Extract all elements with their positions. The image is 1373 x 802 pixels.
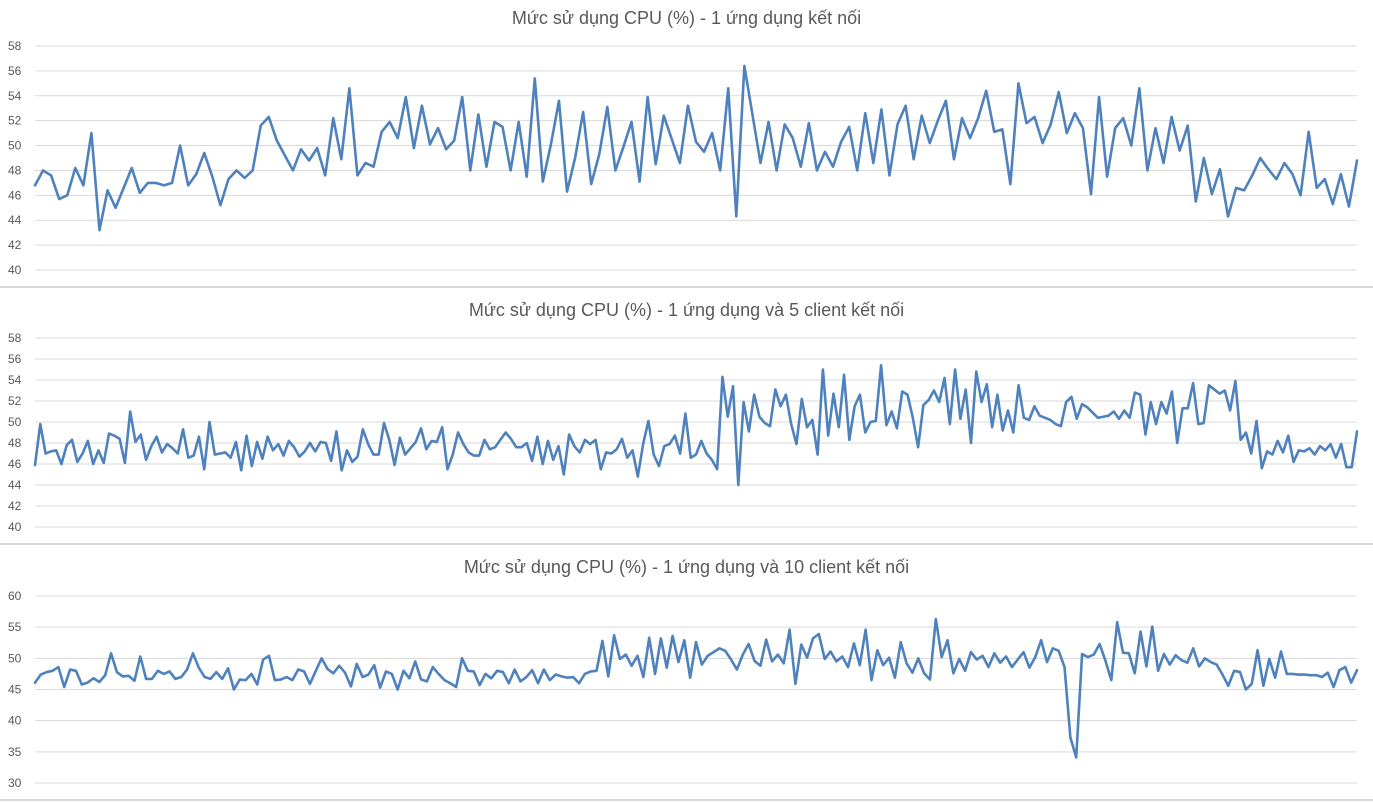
y-tick-label: 35 [8, 745, 22, 759]
y-tick-label: 42 [8, 499, 22, 513]
y-tick-label: 55 [8, 620, 22, 634]
y-tick-label: 48 [8, 163, 22, 177]
chart-panel-2: Mức sử dụng CPU (%) - 1 ứng dụng và 5 cl… [0, 288, 1373, 543]
y-tick-label: 50 [8, 139, 22, 153]
y-tick-label: 40 [8, 520, 22, 534]
y-tick-label: 44 [8, 213, 22, 227]
y-tick-label: 30 [8, 776, 22, 790]
y-tick-label: 45 [8, 683, 22, 697]
y-tick-label: 60 [8, 589, 22, 603]
y-tick-label: 50 [8, 415, 22, 429]
chart-panel-3: Mức sử dụng CPU (%) - 1 ứng dụng và 10 c… [0, 545, 1373, 802]
series-line [33, 64, 1359, 232]
y-tick-label: 58 [8, 331, 22, 345]
y-tick-label: 54 [8, 373, 22, 387]
chart-panel-1: Mức sử dụng CPU (%) - 1 ứng dụng kết nối… [0, 0, 1373, 286]
y-tick-label: 58 [8, 39, 22, 53]
y-tick-label: 50 [8, 651, 22, 665]
series-line [33, 364, 1359, 487]
y-tick-label: 40 [8, 714, 22, 728]
series-line [33, 617, 1359, 759]
chart-plot-3: 30 35 40 45 50 55 60 [8, 589, 1359, 790]
y-tick-label: 52 [8, 394, 22, 408]
chart-plot-1: 40 42 44 46 48 50 52 54 56 58 [8, 39, 1359, 277]
y-tick-label: 48 [8, 436, 22, 450]
y-tick-label: 56 [8, 352, 22, 366]
chart-title-3: Mức sử dụng CPU (%) - 1 ứng dụng và 10 c… [463, 557, 910, 577]
y-tick-label: 44 [8, 478, 22, 492]
panel-divider-1 [0, 286, 1373, 288]
chart-title-2: Mức sử dụng CPU (%) - 1 ứng dụng và 5 cl… [468, 300, 905, 320]
y-tick-label: 54 [8, 89, 22, 103]
y-tick-label: 46 [8, 188, 22, 202]
y-tick-label: 42 [8, 238, 22, 252]
y-tick-label: 40 [8, 263, 22, 277]
chart-plot-2: 40 42 44 46 48 50 52 54 56 58 [8, 331, 1359, 534]
y-tick-label: 46 [8, 457, 22, 471]
y-tick-label: 52 [8, 114, 22, 128]
panel-divider-2 [0, 543, 1373, 545]
panel-divider-3 [0, 799, 1373, 801]
chart-title-1: Mức sử dụng CPU (%) - 1 ứng dụng kết nối [511, 8, 862, 28]
y-tick-label: 56 [8, 64, 22, 78]
